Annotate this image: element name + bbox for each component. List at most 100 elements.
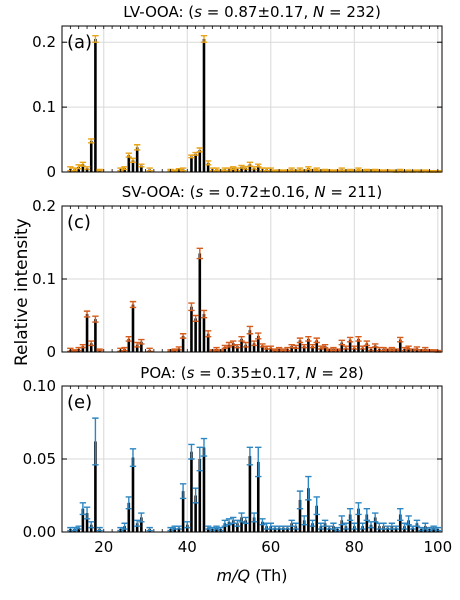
panel-e-errorbar	[355, 502, 362, 516]
panel-e-errorbar	[351, 522, 358, 530]
panel-e-bar	[273, 527, 277, 532]
panel-e-bar	[398, 514, 402, 532]
panel-c-errorbar	[355, 335, 362, 342]
panel-c-errorbar	[225, 341, 233, 348]
panel-a-errorbar	[238, 164, 245, 169]
panel-e-bar	[290, 523, 293, 532]
panel-e-errorbar	[71, 526, 78, 532]
panel-e-bar	[181, 491, 185, 532]
y-axis-label: Relative intensity	[12, 218, 32, 366]
panel-e-errorbar	[422, 522, 429, 530]
panel-c-ytick-label: 0.1	[32, 270, 56, 288]
panel-e-errorbar	[346, 507, 354, 522]
panel-e-errorbar	[213, 525, 220, 530]
panel-e-ytick-label: 0.05	[23, 450, 56, 468]
panel-e-xtick-label: 100	[424, 538, 453, 556]
panel-c-errorbar	[121, 346, 128, 352]
panel-a-bar	[89, 140, 93, 172]
panel-e-bar	[185, 524, 189, 532]
panel-a-bar	[202, 38, 206, 172]
panel-e-bar	[223, 523, 227, 532]
panel-e-bar	[369, 524, 373, 532]
panel-c-bar	[244, 344, 248, 352]
panel-c-errorbar	[422, 346, 429, 352]
panel-c-errorbar	[288, 344, 295, 349]
panel-e-title: POA: (s = 0.35±0.17, N = 28)	[140, 364, 364, 382]
panel-a-errorbar	[196, 147, 204, 153]
panel-e-errorbar	[179, 483, 187, 500]
panel-e-bar	[135, 523, 139, 532]
panel-e-bar	[373, 517, 377, 532]
panel-e-errorbar	[430, 525, 437, 530]
panel-e-errorbar	[313, 496, 320, 516]
panel-a-errorbar	[192, 151, 199, 156]
panel-e-errorbar	[309, 519, 316, 527]
panel-c-errorbar	[188, 302, 195, 312]
panel-e-bar	[81, 508, 85, 532]
panel-e-errorbar	[79, 502, 87, 516]
panel-c-bar	[131, 304, 135, 352]
panel-e-errorbar	[242, 516, 249, 524]
panel-e-bar	[140, 517, 143, 532]
panel-a-title: LV-OOA: (s = 0.87±0.17, N = 232)	[123, 3, 381, 21]
panel-c-bar	[315, 340, 319, 352]
panel-e-xtick-label: 40	[178, 538, 197, 556]
panel-e-errorbar	[250, 512, 258, 523]
panel-e-bar	[85, 513, 89, 532]
panel-a-errorbar	[179, 167, 187, 172]
panel-e-errorbar	[192, 487, 199, 504]
panel-c-errorbar	[338, 339, 345, 346]
panel-e-errorbar	[196, 446, 204, 472]
panel-e-errorbar	[221, 519, 229, 527]
panel-e-bar	[248, 456, 252, 532]
panel-c-errorbar	[234, 344, 241, 349]
panel-a-bar	[131, 160, 135, 172]
panel-c-errorbar	[305, 335, 312, 342]
panel-c-errorbar	[292, 344, 300, 350]
panel-e-bar	[244, 520, 248, 532]
panel-e-ytick-label: 0.10	[23, 377, 56, 395]
panel-e-errorbar	[288, 519, 295, 527]
panel-c-bar	[307, 338, 310, 352]
panel-e-bar	[365, 514, 369, 532]
panel-e-errorbar	[330, 522, 337, 530]
panel-c-bar	[81, 346, 85, 352]
panel-c-errorbar	[346, 336, 354, 343]
panel-c-errorbar	[342, 345, 350, 350]
panel-c-bar	[323, 346, 327, 352]
panel-c-errorbar	[246, 325, 254, 335]
panel-c-errorbar	[200, 309, 208, 319]
panel-c-errorbar	[96, 348, 103, 352]
panel-c-bar	[85, 314, 89, 352]
panel-a-ytick-label: 0	[46, 163, 56, 181]
panel-c-errorbar	[300, 344, 308, 349]
panel-e-errorbar	[371, 512, 379, 523]
panel-a-bar	[198, 149, 202, 172]
panel-e-bar	[252, 517, 256, 532]
panel-c-bar	[265, 347, 268, 352]
panel-c-bar	[240, 338, 243, 352]
panel-c-errorbar	[125, 335, 133, 342]
panel-e-errorbar	[184, 521, 191, 529]
panel-e-bar	[261, 521, 264, 532]
panel-e-bar	[407, 520, 410, 532]
panel-e-errorbar	[405, 515, 412, 526]
panel-c-errorbar	[242, 341, 249, 348]
panel-e-errorbar	[397, 507, 404, 522]
panel-c-bar	[140, 341, 143, 352]
panel-a-bar	[190, 156, 193, 172]
panel-e-bar	[231, 520, 235, 532]
panel-c-errorbar	[221, 344, 229, 350]
panel-c-errorbar	[179, 333, 187, 339]
panel-e-errorbar	[188, 443, 195, 460]
panel-c-bar	[256, 335, 260, 352]
panel-e-errorbar	[125, 496, 133, 510]
panel-c-bar	[194, 318, 197, 352]
panel-a-ytick-label: 0.2	[32, 33, 56, 51]
panel-e-bar	[357, 508, 360, 532]
panel-c-bar	[231, 343, 235, 352]
panel-e-bar	[323, 523, 327, 532]
panel-e-bar	[256, 461, 260, 532]
panel-c-bar	[181, 335, 185, 352]
